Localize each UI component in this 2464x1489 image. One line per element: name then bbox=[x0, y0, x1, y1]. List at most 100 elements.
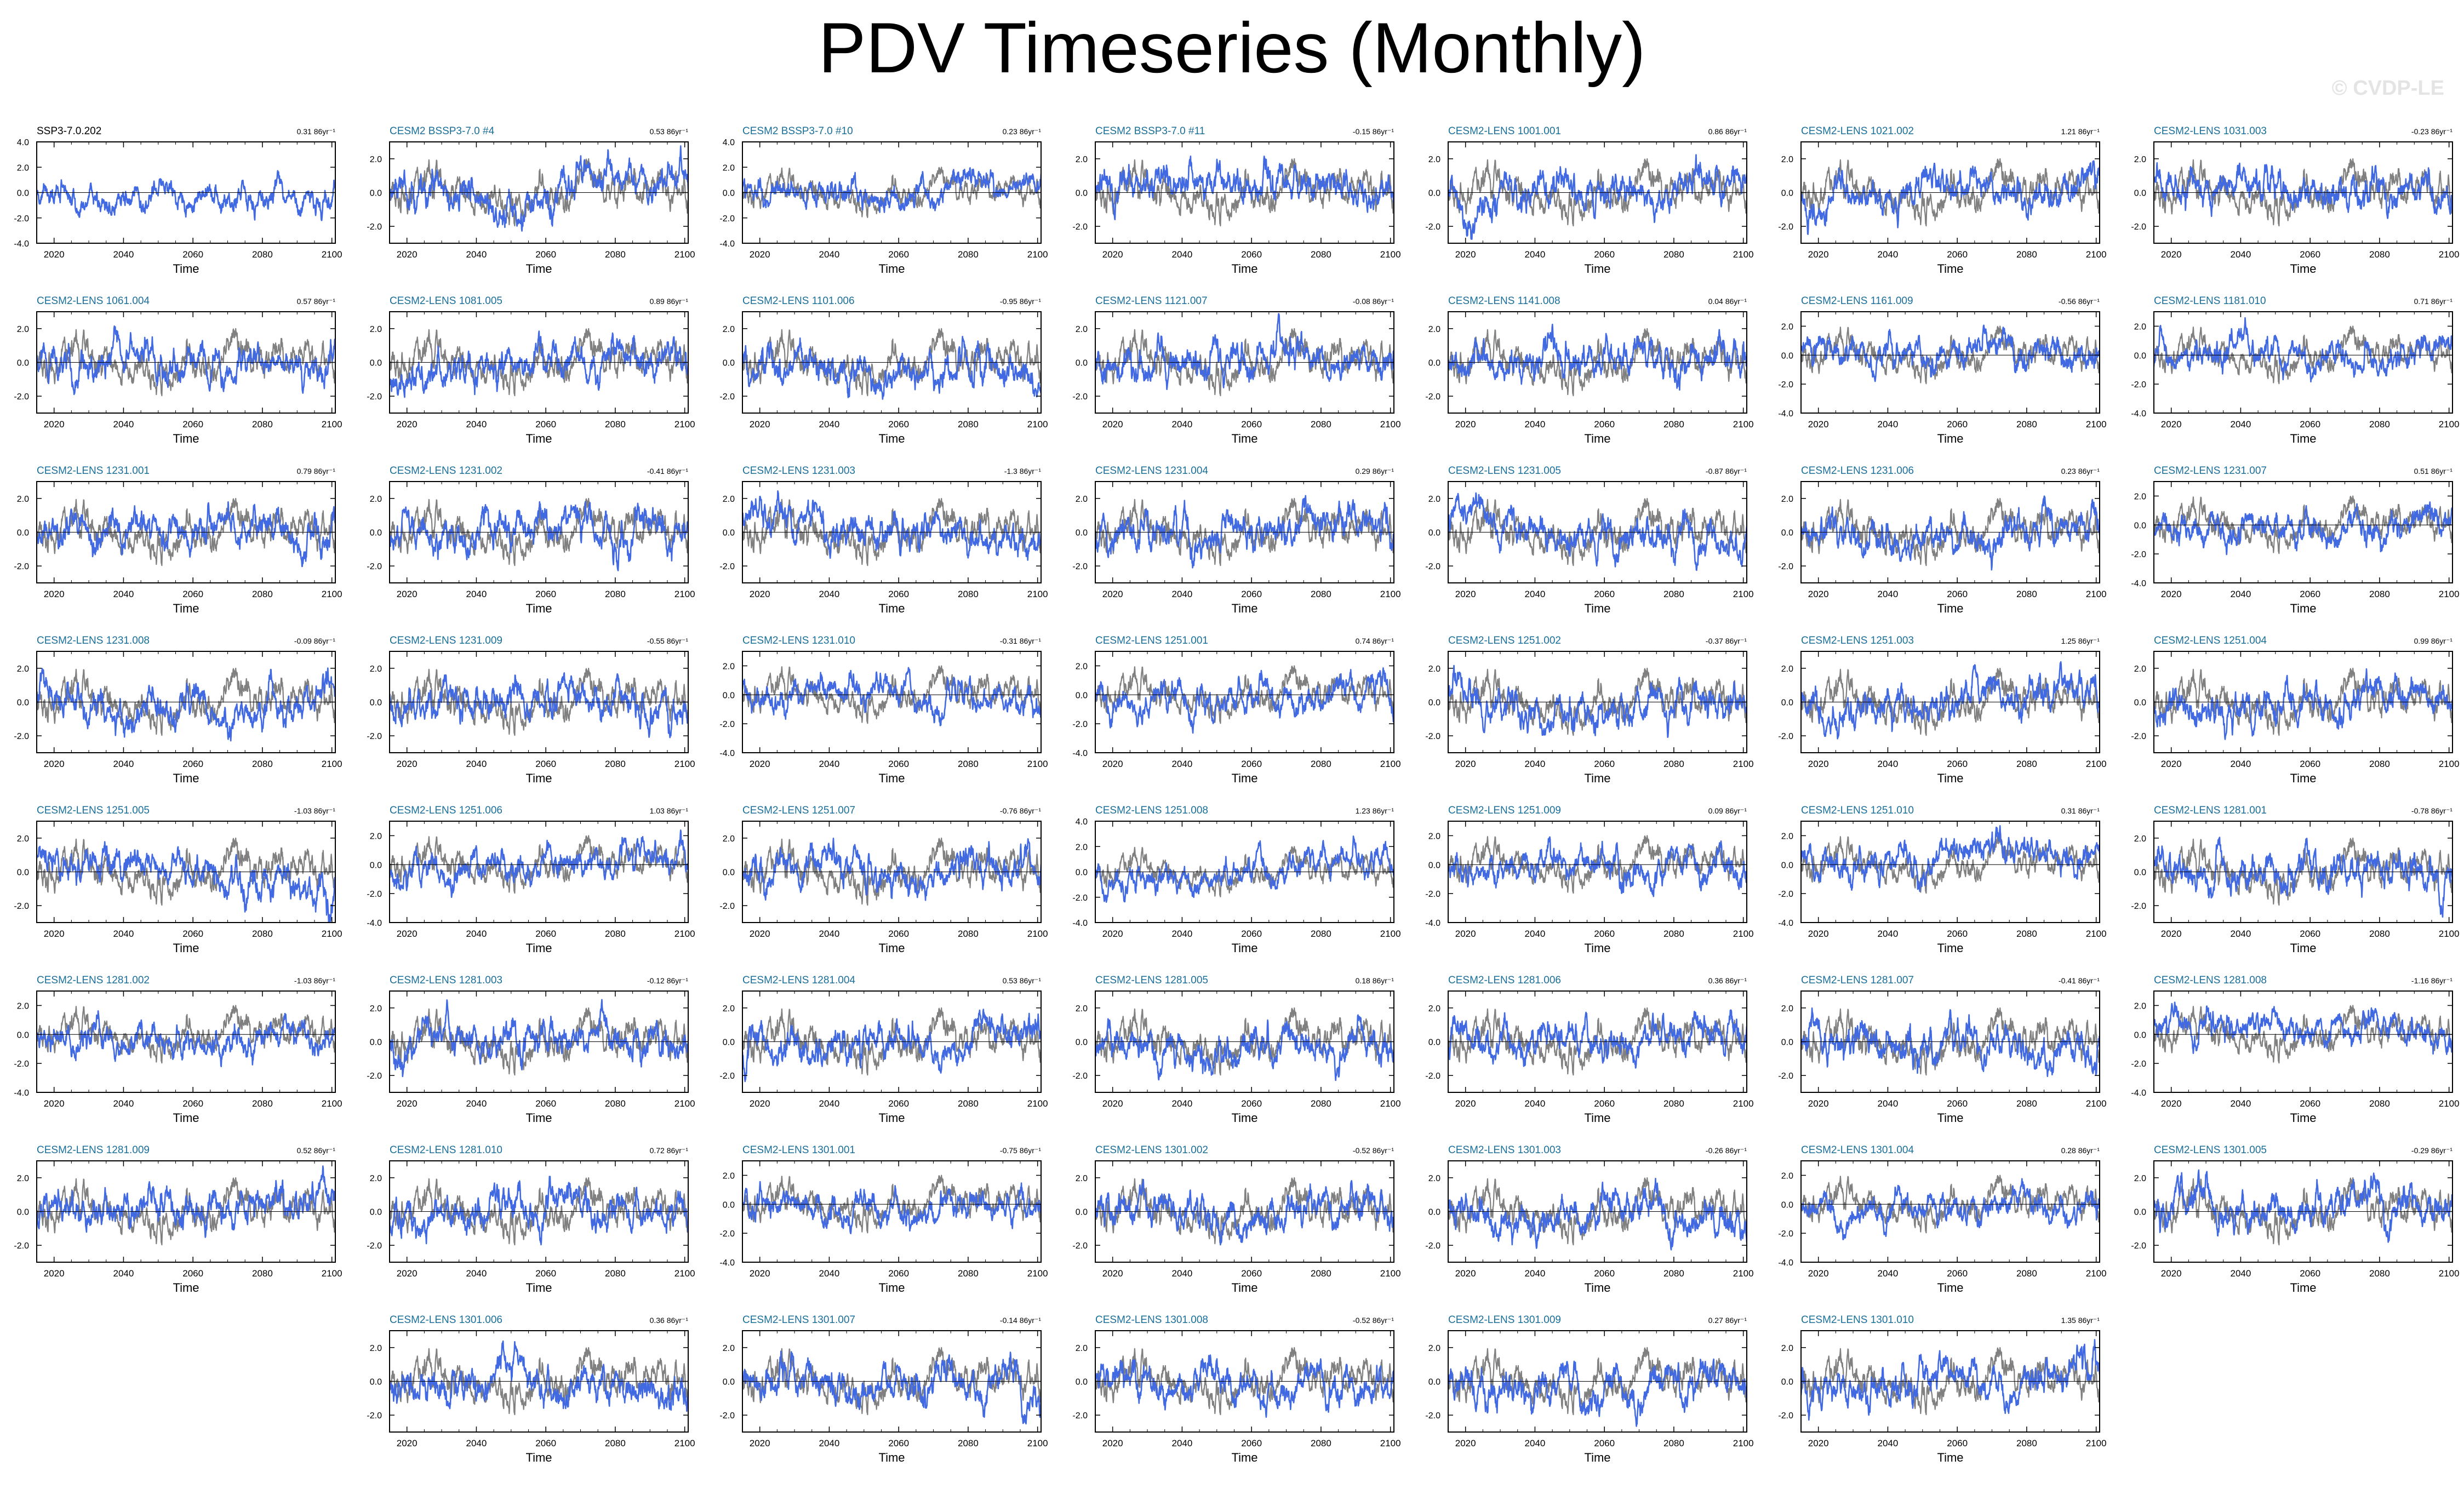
series-group bbox=[1095, 1347, 1394, 1418]
reference-series-line bbox=[742, 1175, 1041, 1234]
model-series-line bbox=[2154, 668, 2452, 740]
x-tick-label: 2100 bbox=[2086, 1438, 2107, 1448]
x-axis-label: Time bbox=[1584, 602, 1610, 615]
y-tick-label: 0.0 bbox=[1781, 529, 1793, 538]
x-axis-label: Time bbox=[525, 1281, 552, 1295]
x-tick-label: 2100 bbox=[1733, 249, 1754, 260]
panel-label: CESM2-LENS 1231.009 bbox=[390, 635, 502, 646]
x-tick-label: 2040 bbox=[1172, 589, 1193, 599]
trend-label: 0.36 86yr⁻¹ bbox=[1708, 976, 1747, 985]
x-tick-label: 2100 bbox=[2086, 929, 2107, 939]
panel-label: CESM2-LENS 1281.001 bbox=[2154, 805, 2267, 816]
x-tick-label: 2100 bbox=[2086, 589, 2107, 599]
x-tick-label: 2060 bbox=[1947, 249, 1968, 260]
x-tick-label: 2100 bbox=[1027, 419, 1048, 429]
trend-label: -0.09 86yr⁻¹ bbox=[294, 637, 335, 645]
trend-label: 0.18 86yr⁻¹ bbox=[1356, 976, 1394, 985]
y-tick-label: -2.0 bbox=[1778, 562, 1793, 571]
panel-31: CESM2-LENS 1251.008 1.23 86yr⁻¹ 4.0 2.0 0.0 -… bbox=[1072, 805, 1400, 955]
x-tick-label: 2040 bbox=[1525, 249, 1546, 260]
x-axis-label: Time bbox=[878, 941, 905, 955]
model-series-line bbox=[1095, 1014, 1394, 1081]
panel-label: CESM2-LENS 1281.005 bbox=[1095, 975, 1208, 986]
model-series-line bbox=[37, 170, 335, 221]
panel-label: CESM2 BSSP3-7.0 #10 bbox=[742, 125, 853, 137]
x-tick-label: 2060 bbox=[1594, 1438, 1615, 1448]
x-tick-label: 2100 bbox=[674, 1098, 695, 1109]
reference-series-line bbox=[1801, 1007, 2100, 1076]
trend-label: -0.15 86yr⁻¹ bbox=[1353, 127, 1394, 136]
x-axis-label: Time bbox=[2290, 941, 2316, 955]
y-tick-label: 2.0 bbox=[1076, 1004, 1088, 1013]
x-axis-label: Time bbox=[1584, 432, 1610, 445]
series-group bbox=[390, 1340, 688, 1416]
y-tick-label: -2.0 bbox=[1425, 562, 1440, 571]
y-tick-label: 2.0 bbox=[723, 325, 735, 334]
trend-label: 0.79 86yr⁻¹ bbox=[297, 467, 336, 476]
x-tick-label: 2060 bbox=[535, 589, 556, 599]
x-tick-label: 2060 bbox=[1594, 1268, 1615, 1279]
y-tick-label: -2.0 bbox=[2131, 902, 2146, 911]
x-tick-label: 2100 bbox=[1733, 929, 1754, 939]
y-tick-label: -2.0 bbox=[1072, 562, 1088, 571]
x-tick-label: 2100 bbox=[2086, 759, 2107, 769]
y-tick-label: -2.0 bbox=[1778, 380, 1793, 390]
x-axis-label: Time bbox=[1937, 262, 1963, 276]
x-axis-label: Time bbox=[525, 771, 552, 785]
y-tick-label: -4.0 bbox=[1072, 919, 1088, 928]
trend-label: 1.03 86yr⁻¹ bbox=[650, 806, 689, 815]
y-tick-label: 2.0 bbox=[2134, 155, 2146, 164]
x-axis-label: Time bbox=[878, 771, 905, 785]
x-tick-label: 2020 bbox=[44, 419, 65, 429]
x-axis-label: Time bbox=[1231, 771, 1257, 785]
reference-series-line bbox=[742, 837, 1041, 906]
series-group bbox=[1801, 1339, 2100, 1421]
x-tick-label: 2100 bbox=[1027, 1438, 1048, 1448]
y-tick-label: 2.0 bbox=[1428, 325, 1440, 334]
x-axis-label: Time bbox=[173, 602, 199, 615]
series-group bbox=[1448, 154, 1747, 240]
x-tick-label: 2040 bbox=[1172, 759, 1193, 769]
x-tick-label: 2040 bbox=[466, 589, 487, 599]
y-tick-label: 0.0 bbox=[1781, 189, 1793, 198]
reference-series-line bbox=[1801, 1175, 2100, 1234]
x-tick-label: 2020 bbox=[1102, 419, 1123, 429]
x-tick-label: 2020 bbox=[1808, 1268, 1829, 1279]
y-tick-label: 2.0 bbox=[17, 834, 29, 844]
plot-frame bbox=[1448, 821, 1747, 923]
x-tick-label: 2080 bbox=[1663, 589, 1684, 599]
x-tick-label: 2020 bbox=[2161, 589, 2182, 599]
y-tick-label: 2.0 bbox=[17, 665, 29, 674]
trend-label: 0.27 86yr⁻¹ bbox=[1708, 1316, 1747, 1325]
y-tick-label: 2.0 bbox=[1781, 322, 1793, 331]
model-series-line bbox=[1095, 1178, 1394, 1246]
x-tick-label: 2040 bbox=[466, 249, 487, 260]
y-tick-label: 2.0 bbox=[370, 1344, 382, 1353]
x-tick-label: 2020 bbox=[1808, 1438, 1829, 1448]
panel-48: CESM2-LENS 1301.005 -0.29 86yr⁻¹ 2.0 0.0 -2.… bbox=[2131, 1144, 2459, 1295]
series-group bbox=[390, 145, 688, 232]
y-tick-label: -4.0 bbox=[14, 1089, 29, 1098]
trend-label: -0.95 86yr⁻¹ bbox=[1000, 297, 1041, 306]
panel-label: CESM2-LENS 1281.007 bbox=[1801, 975, 1914, 986]
trend-label: -0.23 86yr⁻¹ bbox=[2411, 127, 2452, 136]
y-tick-label: -2.0 bbox=[2131, 732, 2146, 741]
y-tick-label: 0.0 bbox=[723, 1378, 735, 1387]
x-axis-label: Time bbox=[1584, 1281, 1610, 1295]
x-tick-label: 2020 bbox=[750, 419, 770, 429]
panel-label: CESM2-LENS 1301.002 bbox=[1095, 1144, 1208, 1156]
series-group bbox=[390, 999, 688, 1078]
model-series-line bbox=[1801, 1339, 2100, 1421]
x-tick-label: 2080 bbox=[252, 1098, 273, 1109]
y-tick-label: 4.0 bbox=[1076, 817, 1088, 827]
x-axis-label: Time bbox=[525, 602, 552, 615]
panel-label: CESM2-LENS 1231.010 bbox=[742, 635, 855, 646]
y-tick-label: -4.0 bbox=[1778, 409, 1793, 419]
x-tick-label: 2040 bbox=[466, 929, 487, 939]
x-tick-label: 2100 bbox=[1733, 759, 1754, 769]
series-group bbox=[37, 667, 335, 742]
panel-25: CESM2-LENS 1251.002 -0.37 86yr⁻¹ 2.0 0.0 -2.… bbox=[1425, 635, 1753, 785]
trend-label: -0.75 86yr⁻¹ bbox=[1000, 1146, 1041, 1155]
x-tick-label: 2100 bbox=[1027, 1268, 1048, 1279]
trend-label: 0.04 86yr⁻¹ bbox=[1708, 297, 1747, 306]
